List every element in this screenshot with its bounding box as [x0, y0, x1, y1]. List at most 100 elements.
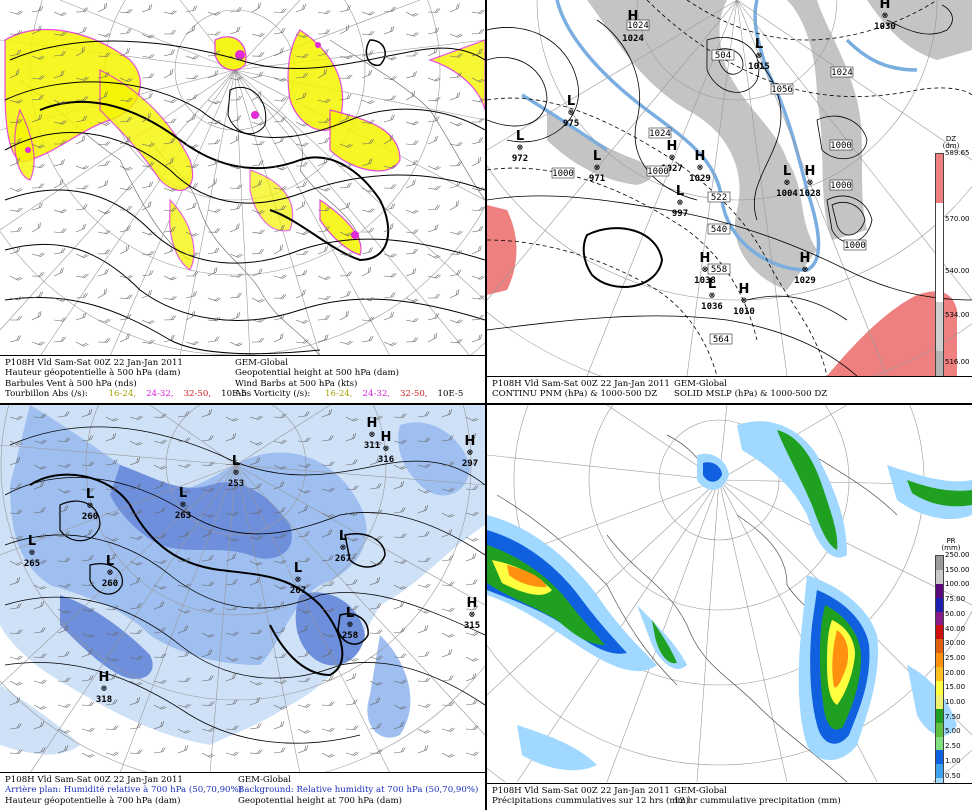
center-letter: H	[99, 670, 110, 685]
vort-level-3: 10E-5	[437, 388, 464, 399]
wind-barb	[339, 24, 350, 35]
wind-barb	[369, 483, 382, 490]
center-letter: L	[676, 184, 684, 199]
wind-barb	[201, 512, 215, 518]
wind-barb	[81, 607, 95, 612]
wind-barb	[393, 481, 405, 490]
wind-barb	[31, 143, 45, 149]
caption-700hpa: P108H Vld Sam-Sat 00Z 22 Jan-Jan 2011 Ar…	[0, 772, 485, 810]
wind-barb	[129, 655, 143, 660]
legend-swatch	[936, 736, 943, 751]
wind-barb	[129, 680, 143, 686]
wind-barb	[53, 267, 64, 277]
wind-barb	[9, 509, 23, 514]
center-letter: H	[367, 416, 378, 431]
vort-level-2: 32-50,	[400, 388, 428, 399]
wind-barb	[449, 319, 463, 324]
center-value: 1004	[776, 189, 798, 199]
wind-barb	[427, 253, 441, 259]
wind-barb	[57, 488, 71, 494]
wind-barb	[317, 137, 330, 145]
wind-barb	[33, 413, 47, 418]
panel-500hpa-vorticity: P108H Vld Sam-Sat 00Z 22 Jan-Jan 2011 Ha…	[0, 0, 485, 403]
wind-barb	[81, 632, 95, 638]
wind-barb	[427, 313, 439, 321]
wind-barb	[345, 605, 359, 610]
wind-barb	[297, 651, 310, 658]
center-letter: H	[700, 251, 711, 266]
wind-barb	[251, 318, 265, 323]
wind-barb	[201, 701, 215, 706]
wind-barb	[81, 752, 95, 758]
wind-barb	[321, 727, 335, 732]
legend-swatch	[936, 653, 943, 668]
wind-barb	[177, 531, 190, 538]
wind-barb	[97, 71, 110, 79]
wind-barb	[417, 411, 430, 418]
wind-barb	[129, 749, 143, 754]
center-marker-icon: ⊗	[756, 51, 762, 61]
wind-barb	[31, 5, 44, 13]
wind-barb	[97, 288, 107, 299]
contour-label-box	[829, 139, 853, 151]
wind-barb	[53, 70, 65, 79]
wind-barb	[225, 511, 239, 516]
wind-barb	[427, 27, 440, 35]
wind-barb	[163, 118, 177, 123]
wind-barb	[273, 205, 287, 211]
wind-barb	[297, 463, 311, 468]
wind-barb	[9, 227, 22, 233]
wind-barb	[297, 557, 311, 562]
wind-barb	[251, 268, 263, 277]
wind-barb	[153, 627, 166, 634]
valid-time: P108H Vld Sam-Sat 00Z 22 Jan-Jan 2011	[5, 358, 183, 368]
wind-barb	[185, 183, 198, 189]
center-letter: L	[232, 454, 240, 469]
wind-barb	[295, 92, 307, 101]
wind-barb	[201, 529, 213, 538]
legend-tick: 540.00	[945, 267, 970, 276]
model-name: GEM-Global	[674, 379, 728, 389]
wind-barb	[465, 433, 477, 442]
wind-barb	[33, 481, 45, 490]
center-marker-icon: ⊗	[697, 163, 703, 173]
legend-tick: 516.00	[945, 358, 970, 367]
legend-tick: 15.00	[945, 683, 966, 692]
wind-barb	[249, 629, 263, 634]
wind-barb	[207, 139, 221, 145]
caption-precipitation: P108H Vld Sam-Sat 00Z 22 Jan-Jan 2011 Pr…	[487, 783, 972, 810]
center-marker-icon: ⊗	[568, 108, 574, 118]
contour-label: 540	[711, 225, 727, 235]
wind-barb	[417, 463, 431, 468]
wind-barb	[225, 485, 239, 490]
wind-barb	[471, 29, 484, 35]
wind-barb	[273, 77, 287, 82]
contour-label: 1024	[831, 68, 853, 78]
wind-barb	[207, 178, 217, 189]
wind-barb	[393, 533, 407, 538]
wind-barb	[105, 673, 117, 682]
wind-barb	[249, 577, 261, 586]
center-marker-icon: ⊗	[669, 153, 675, 163]
legend-tick: 150.00	[945, 565, 970, 574]
wind-barb	[9, 749, 23, 754]
wind-barb	[33, 704, 47, 710]
wind-barb	[229, 184, 243, 189]
wind-barb	[177, 463, 191, 468]
wind-barb	[441, 555, 454, 562]
wind-barb	[105, 699, 118, 706]
center-value: 316	[378, 455, 394, 465]
center-value: 311	[364, 441, 380, 451]
wind-barb	[185, 291, 197, 299]
wind-barb	[273, 274, 287, 279]
wind-barb	[33, 559, 47, 564]
wind-barb	[225, 553, 237, 562]
wind-barb	[295, 121, 309, 127]
wind-barb	[295, 339, 309, 344]
wind-barb	[383, 253, 397, 258]
contour-label: 1024	[627, 21, 649, 31]
wind-barb	[75, 135, 86, 145]
wind-barb	[383, 184, 397, 189]
center-value: 1029	[689, 174, 711, 184]
legend-tick: 7.50	[945, 712, 961, 721]
